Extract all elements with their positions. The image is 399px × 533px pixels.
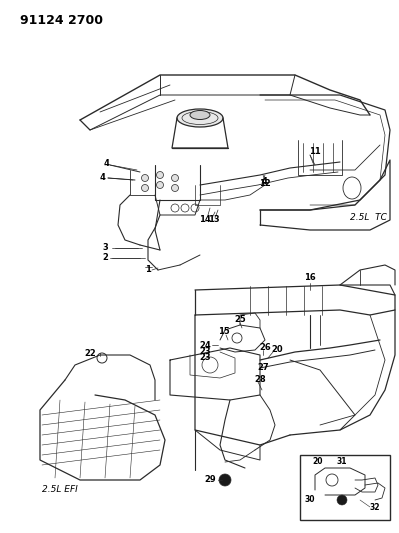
Text: 13: 13 (208, 215, 220, 224)
Ellipse shape (190, 110, 210, 119)
Circle shape (337, 495, 347, 505)
Text: 28: 28 (254, 376, 266, 384)
Text: 12: 12 (259, 179, 271, 188)
Text: 30: 30 (305, 496, 315, 505)
Circle shape (172, 184, 178, 191)
Circle shape (142, 174, 148, 182)
Bar (300, 455, 390, 520)
Text: 2.5L  TC: 2.5L TC (350, 214, 387, 222)
Text: 4: 4 (100, 174, 106, 182)
Text: 23: 23 (199, 348, 211, 357)
Text: 2.5L EFI: 2.5L EFI (42, 486, 78, 495)
Text: 3: 3 (102, 244, 108, 253)
Text: 27: 27 (257, 364, 269, 373)
Text: 20: 20 (313, 457, 323, 466)
Text: 16: 16 (304, 273, 316, 282)
Text: 20: 20 (271, 345, 283, 354)
Circle shape (156, 172, 164, 179)
Circle shape (172, 174, 178, 182)
Text: 1: 1 (145, 265, 151, 274)
Text: 14: 14 (199, 215, 211, 224)
Text: 31: 31 (337, 457, 347, 466)
Ellipse shape (177, 109, 223, 127)
Text: 26: 26 (259, 343, 271, 352)
Circle shape (219, 474, 231, 486)
Circle shape (156, 182, 164, 189)
Text: 2: 2 (102, 254, 108, 262)
Text: 23: 23 (199, 353, 211, 362)
Text: 4: 4 (261, 176, 267, 185)
Text: 4: 4 (103, 158, 109, 167)
Text: 25: 25 (234, 316, 246, 325)
Text: 24: 24 (199, 341, 211, 350)
Text: 11: 11 (309, 148, 321, 157)
Text: 91124 2700: 91124 2700 (20, 14, 103, 27)
Text: 29: 29 (204, 474, 216, 483)
Text: 32: 32 (370, 504, 380, 513)
Text: 22: 22 (84, 349, 96, 358)
Circle shape (142, 184, 148, 191)
Text: 15: 15 (218, 327, 230, 336)
